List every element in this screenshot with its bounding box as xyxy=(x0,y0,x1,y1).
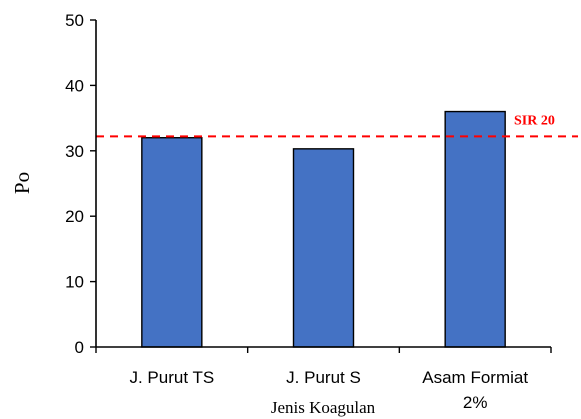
y-tick-label: 0 xyxy=(75,338,84,357)
y-tick-label: 50 xyxy=(65,11,84,30)
reference-line-group: SIR 20 xyxy=(96,113,578,138)
x-tick-label: Asam Formiat 2% xyxy=(422,368,528,412)
y-tick-label: 30 xyxy=(65,142,84,161)
reference-line-label: SIR 20 xyxy=(514,113,555,128)
y-tick-label: 40 xyxy=(65,76,84,95)
bar-2 xyxy=(292,148,355,348)
x-tick-label: J. Purut TS xyxy=(129,368,214,387)
bar-3 xyxy=(444,110,506,348)
axes-group: 0 10 20 30 40 50 J. Purut TS J. Purut S Asam For… xyxy=(65,11,552,412)
bar-1 xyxy=(141,137,203,348)
x-axis-title: Jenis Koagulan xyxy=(271,398,376,417)
y-tick-label: 10 xyxy=(65,273,84,292)
y-axis-title: Po xyxy=(10,172,34,194)
bars-group xyxy=(141,110,506,348)
y-tick-label: 20 xyxy=(65,207,84,226)
x-tick-label: J. Purut S xyxy=(286,368,361,387)
